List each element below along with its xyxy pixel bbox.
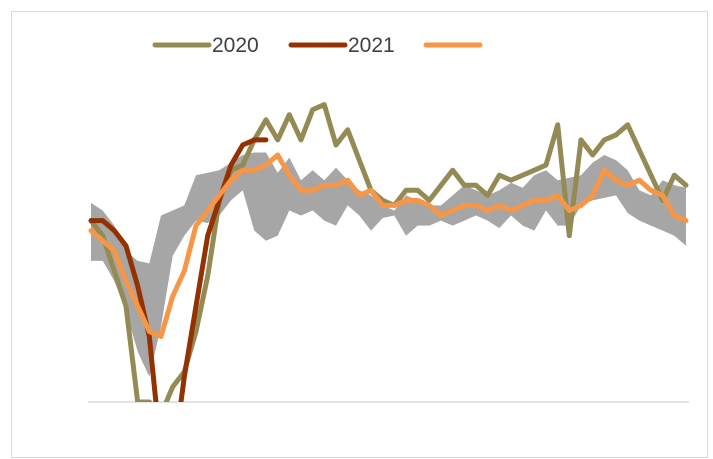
legend-label-2020: 2020 bbox=[212, 34, 259, 57]
chart-frame bbox=[11, 11, 708, 458]
series-line-2021 bbox=[88, 137, 269, 402]
series-layer bbox=[88, 102, 689, 402]
series-line-2020 bbox=[88, 102, 689, 402]
series-line-unnamed-2 bbox=[88, 152, 689, 339]
legend-label-2021: 2021 bbox=[348, 34, 395, 57]
legend: 2020 2021 bbox=[152, 34, 483, 57]
range-band bbox=[91, 152, 686, 377]
range-band-layer bbox=[91, 152, 686, 377]
